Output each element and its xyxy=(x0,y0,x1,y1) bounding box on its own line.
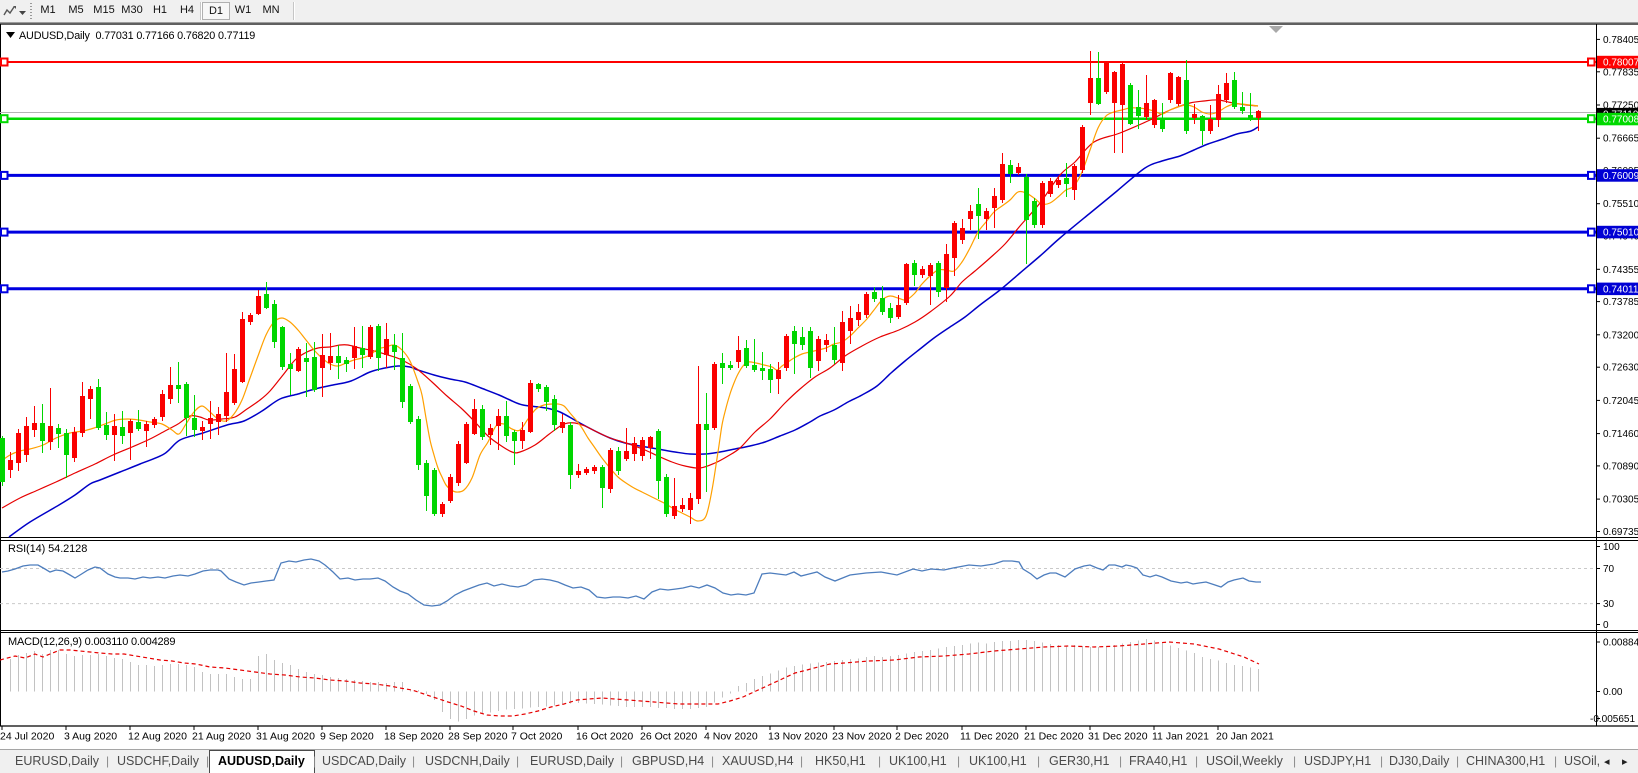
svg-text:3 Aug 2020: 3 Aug 2020 xyxy=(64,731,117,743)
svg-text:-0.005651: -0.005651 xyxy=(1590,714,1635,725)
svg-text:0.74355: 0.74355 xyxy=(1603,265,1638,276)
svg-text:28 Sep 2020: 28 Sep 2020 xyxy=(448,731,508,743)
svg-text:0.78405: 0.78405 xyxy=(1603,35,1638,46)
svg-text:31 Dec 2020: 31 Dec 2020 xyxy=(1088,731,1148,743)
svg-text:0.73785: 0.73785 xyxy=(1603,297,1638,308)
svg-text:11 Jan 2021: 11 Jan 2021 xyxy=(1152,731,1209,743)
svg-text:9 Sep 2020: 9 Sep 2020 xyxy=(320,731,374,743)
svg-text:0.76665: 0.76665 xyxy=(1603,134,1638,145)
svg-text:AUDUSD,Daily 0.77031 0.77166: AUDUSD,Daily 0.77031 0.77166 0.76820 0.7… xyxy=(19,30,255,42)
svg-text:0.78007: 0.78007 xyxy=(1603,58,1638,69)
svg-text:0.70890: 0.70890 xyxy=(1603,461,1638,472)
svg-text:23 Nov 2020: 23 Nov 2020 xyxy=(832,731,892,743)
svg-text:4 Nov 2020: 4 Nov 2020 xyxy=(704,731,758,743)
svg-text:0.71460: 0.71460 xyxy=(1603,429,1638,440)
svg-text:0.77835: 0.77835 xyxy=(1603,67,1638,78)
svg-text:100: 100 xyxy=(1603,542,1620,553)
svg-text:0.70305: 0.70305 xyxy=(1603,495,1638,506)
svg-text:18 Sep 2020: 18 Sep 2020 xyxy=(384,731,444,743)
svg-text:0.69735: 0.69735 xyxy=(1603,527,1638,538)
svg-text:7 Oct 2020: 7 Oct 2020 xyxy=(511,731,563,743)
svg-text:0: 0 xyxy=(1603,620,1609,631)
svg-text:0.00884: 0.00884 xyxy=(1603,638,1638,649)
svg-text:13 Nov 2020: 13 Nov 2020 xyxy=(768,731,828,743)
svg-text:0.76009: 0.76009 xyxy=(1603,171,1638,182)
svg-text:12 Aug 2020: 12 Aug 2020 xyxy=(128,731,187,743)
svg-text:0.77008: 0.77008 xyxy=(1603,115,1638,126)
svg-text:26 Oct 2020: 26 Oct 2020 xyxy=(640,731,697,743)
svg-text:0.73200: 0.73200 xyxy=(1603,330,1638,341)
svg-text:0.74011: 0.74011 xyxy=(1603,284,1638,295)
svg-text:MACD(12,26,9) 0.003110 0.00428: MACD(12,26,9) 0.003110 0.004289 xyxy=(8,636,175,648)
svg-text:RSI(14) 54.2128: RSI(14) 54.2128 xyxy=(8,543,87,555)
svg-text:21 Dec 2020: 21 Dec 2020 xyxy=(1024,731,1084,743)
svg-text:0.77250: 0.77250 xyxy=(1603,101,1638,112)
svg-text:70: 70 xyxy=(1603,564,1615,575)
svg-text:11 Dec 2020: 11 Dec 2020 xyxy=(960,731,1019,743)
svg-text:0.72045: 0.72045 xyxy=(1603,396,1638,407)
svg-text:20 Jan 2021: 20 Jan 2021 xyxy=(1216,731,1274,743)
svg-text:16 Oct 2020: 16 Oct 2020 xyxy=(576,731,633,743)
svg-text:24 Jul 2020: 24 Jul 2020 xyxy=(0,731,54,743)
svg-text:30: 30 xyxy=(1603,599,1615,610)
svg-text:21 Aug 2020: 21 Aug 2020 xyxy=(192,731,251,743)
svg-text:0.75510: 0.75510 xyxy=(1603,199,1638,210)
svg-text:0.75010: 0.75010 xyxy=(1603,228,1638,239)
svg-text:0.72630: 0.72630 xyxy=(1603,363,1638,374)
svg-text:2 Dec 2020: 2 Dec 2020 xyxy=(895,731,949,743)
svg-text:31 Aug 2020: 31 Aug 2020 xyxy=(256,731,315,743)
svg-text:0.00: 0.00 xyxy=(1603,687,1623,698)
